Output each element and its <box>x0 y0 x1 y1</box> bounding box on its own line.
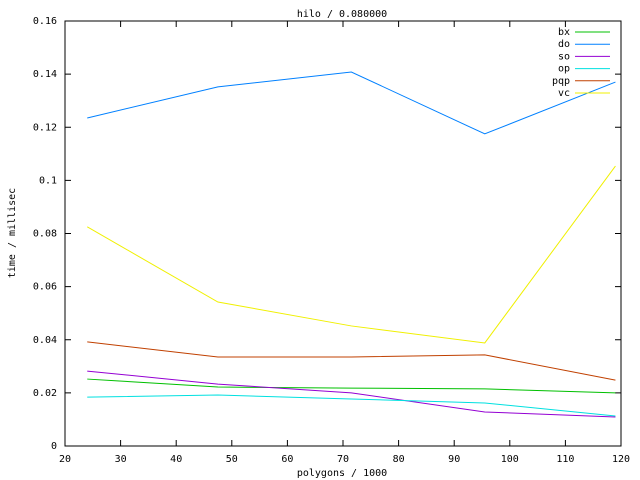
series-line <box>86 165 616 344</box>
chart-title: hilo / 0.080000 <box>297 9 387 20</box>
x-tick-label: 60 <box>281 454 293 465</box>
x-tick-label: 70 <box>337 454 349 465</box>
series-line <box>87 394 616 417</box>
series-line <box>87 370 616 418</box>
legend-label: bx <box>558 27 570 38</box>
y-tick-label: 0.08 <box>33 229 57 240</box>
legend-label: vc <box>558 88 570 99</box>
x-tick-label: 100 <box>501 454 519 465</box>
y-tick-label: 0.1 <box>39 175 57 186</box>
y-tick-label: 0 <box>51 441 57 452</box>
y-tick-label: 0.02 <box>33 388 57 399</box>
x-tick-label: 40 <box>170 454 182 465</box>
x-tick-label: 50 <box>226 454 238 465</box>
plot-frame <box>64 20 622 447</box>
y-tick-label: 0.12 <box>33 122 57 133</box>
x-tick-label: 30 <box>115 454 127 465</box>
y-axis-label: time / millisec <box>7 188 18 278</box>
legend-label: so <box>558 51 570 62</box>
series-line <box>87 71 616 135</box>
y-tick-label: 0.06 <box>33 282 57 293</box>
series-line <box>87 378 616 394</box>
x-tick-label: 90 <box>448 454 460 465</box>
x-tick-label: 120 <box>612 454 630 465</box>
y-tick-label: 0.16 <box>33 16 57 27</box>
y-tick-label: 0.14 <box>33 69 57 80</box>
series-line <box>87 341 616 381</box>
x-tick-label: 20 <box>59 454 71 465</box>
legend-label: pqp <box>552 76 570 87</box>
x-axis-label: polygons / 1000 <box>297 468 387 479</box>
legend-label: op <box>558 64 570 75</box>
x-tick-label: 110 <box>556 454 574 465</box>
x-tick-label: 80 <box>393 454 405 465</box>
y-tick-label: 0.04 <box>33 335 57 346</box>
legend-label: do <box>558 39 570 50</box>
